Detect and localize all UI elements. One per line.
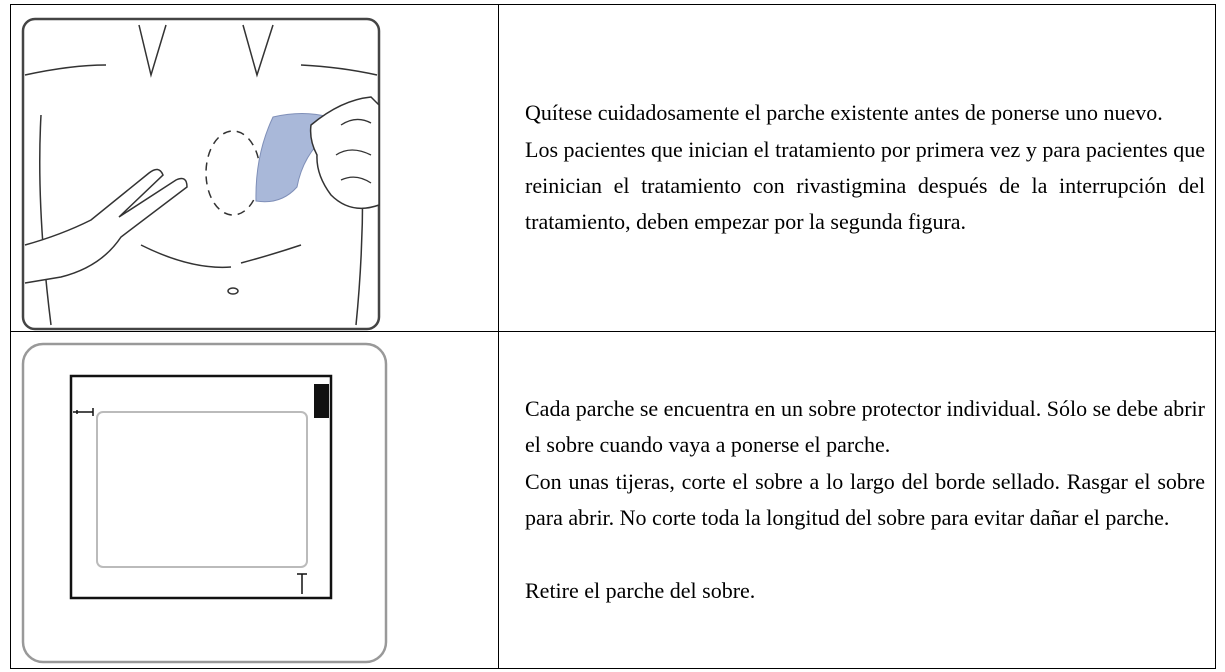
row: Cada parche se encuentra en un sobre pro… (10, 331, 1216, 669)
text-cell: Quítese cuidadosamente el parche existen… (498, 4, 1216, 332)
row: Quítese cuidadosamente el parche existen… (10, 4, 1216, 332)
text-cell: Cada parche se encuentra en un sobre pro… (498, 331, 1216, 669)
paragraph: Retire el parche del sobre. (525, 577, 756, 603)
paragraph: Los pacientes que inician el tratamiento… (525, 136, 1205, 235)
paragraph: Con unas tijeras, corte el sobre a lo la… (525, 468, 1205, 530)
paragraph: Cada parche se encuentra en un sobre pro… (525, 395, 1205, 458)
paragraph: Quítese cuidadosamente el parche existen… (525, 100, 1163, 126)
instruction-table: Quítese cuidadosamente el parche existen… (10, 4, 1216, 669)
image-cell (10, 4, 499, 332)
image-cell (10, 331, 499, 669)
chest-illustration (21, 17, 381, 331)
sachet-illustration (21, 342, 388, 664)
